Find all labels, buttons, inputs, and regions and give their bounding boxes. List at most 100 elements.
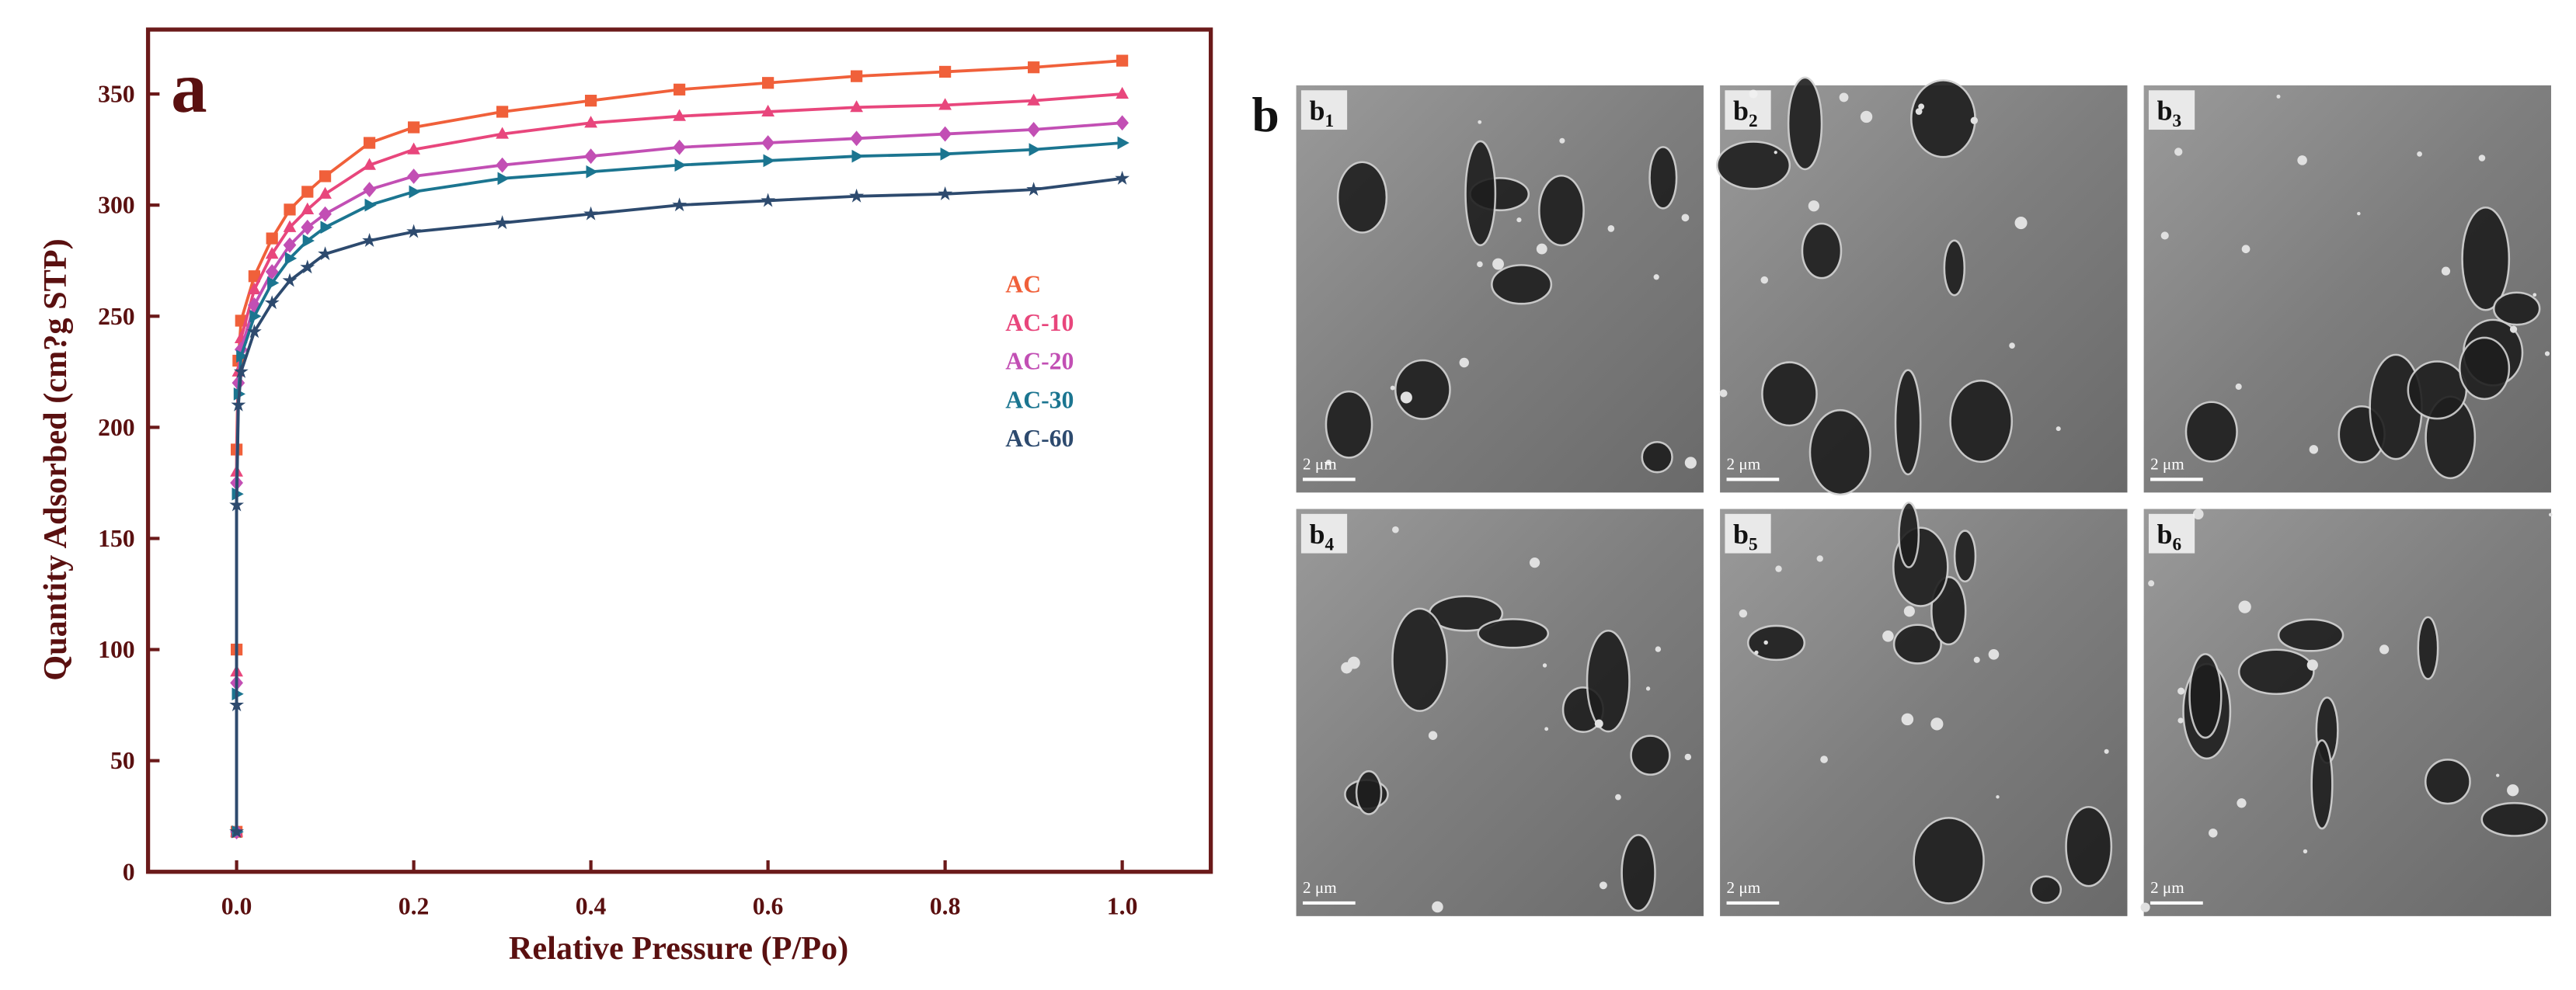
pore — [1325, 390, 1373, 459]
marker — [284, 252, 298, 266]
marker — [763, 154, 775, 168]
particle — [1529, 558, 1540, 568]
marker — [362, 233, 377, 247]
x-tick-label: 0.0 — [221, 893, 252, 920]
x-tick-label: 0.6 — [753, 893, 784, 920]
particle — [1390, 385, 1395, 391]
particle — [2160, 231, 2169, 240]
particle — [1492, 258, 1504, 270]
marker — [849, 188, 865, 203]
particle — [1516, 217, 1522, 223]
marker — [229, 497, 245, 512]
marker — [495, 215, 510, 230]
sem-label: b1 — [1309, 95, 1334, 130]
marker — [231, 397, 246, 412]
marker — [850, 70, 863, 82]
pore — [1391, 607, 1448, 712]
particle — [2532, 293, 2537, 297]
particle — [1536, 243, 1547, 255]
marker — [583, 206, 599, 221]
pore — [2065, 805, 2113, 888]
plot-frame — [145, 27, 1213, 874]
pore — [1787, 76, 1823, 171]
particle — [1973, 656, 1980, 663]
marker — [940, 147, 952, 161]
series-line — [235, 59, 1123, 832]
pore — [1801, 222, 1843, 280]
pore — [1630, 735, 1671, 776]
marker — [284, 203, 296, 216]
particle — [1918, 103, 1925, 110]
particle — [1882, 630, 1894, 642]
marker — [673, 83, 686, 96]
particle — [1930, 717, 1944, 731]
pore — [1715, 141, 1791, 190]
particle — [1599, 881, 1607, 890]
sem-panel: b6 2 μm — [2140, 509, 2553, 916]
marker — [673, 109, 686, 121]
pore — [1808, 408, 1871, 496]
marker — [586, 165, 598, 179]
marker — [267, 276, 280, 290]
particle — [1754, 650, 1759, 655]
sem-label-main: b — [1309, 95, 1325, 126]
marker — [265, 246, 279, 259]
marker — [320, 221, 332, 234]
marker — [762, 77, 775, 89]
marker — [1028, 61, 1040, 74]
particle — [1860, 110, 1873, 123]
pore — [1949, 379, 2014, 464]
marker — [407, 121, 420, 134]
label-box — [1300, 90, 1348, 130]
particle — [2357, 211, 2361, 216]
particle — [2148, 580, 2155, 587]
particle — [2177, 687, 2185, 695]
particle — [2306, 659, 2318, 671]
y-tick-label: 200 — [98, 414, 135, 441]
marker — [851, 149, 864, 163]
particle — [2417, 151, 2422, 157]
pore — [1913, 817, 1985, 905]
sem-panel: b3 2 μm — [2143, 85, 2551, 493]
marker — [319, 186, 332, 199]
marker — [1026, 182, 1042, 196]
pore — [1491, 264, 1553, 305]
particle — [1477, 261, 1483, 268]
pore — [2492, 291, 2541, 326]
particle — [2104, 749, 2109, 754]
marker — [229, 824, 245, 839]
pore — [1477, 618, 1550, 649]
marker — [229, 697, 245, 712]
particle — [1996, 795, 2000, 799]
particle — [1839, 92, 1849, 102]
particle — [1719, 389, 1728, 398]
marker — [1029, 143, 1041, 156]
particle — [2478, 155, 2486, 162]
pore — [2417, 616, 2439, 680]
particle — [2507, 784, 2519, 797]
particle — [1915, 108, 1923, 115]
marker — [264, 295, 280, 310]
sem-label-main: b — [2157, 95, 2173, 126]
y-tick-label: 300 — [98, 192, 135, 219]
particle — [2241, 245, 2251, 254]
scale-bar-label: 2 μm — [1303, 878, 1337, 897]
particle — [1653, 274, 1659, 280]
particle — [1970, 116, 1978, 124]
scale-bar-label: 2 μm — [1727, 455, 1761, 474]
marker — [761, 193, 776, 207]
particle — [1775, 565, 1782, 572]
sem-panel: b1 2 μm — [1296, 85, 1704, 493]
sem-label: b6 — [2157, 519, 2182, 554]
particle — [1684, 753, 1692, 761]
pore — [2310, 739, 2334, 830]
marker — [266, 232, 278, 245]
marker — [761, 135, 775, 151]
pore — [1894, 369, 1922, 476]
pore — [1761, 361, 1818, 427]
pore — [1892, 624, 1942, 665]
plot: 0.0 0.2 0.4 0.6 0.8 1.0 0 50 100 150 200 250 300 350 A… — [98, 54, 1137, 920]
particle — [1432, 901, 1443, 913]
marker — [584, 148, 597, 165]
particle — [1542, 663, 1547, 668]
